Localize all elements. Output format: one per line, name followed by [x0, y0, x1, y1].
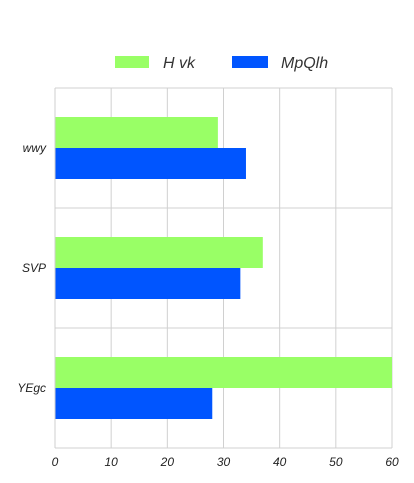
- legend-swatch-mpqlh: [232, 56, 268, 68]
- legend-label-mpqlh: MpQlh: [281, 55, 328, 72]
- legend-label-h-vk: H vk: [163, 55, 196, 72]
- category-label: SVP: [22, 261, 46, 275]
- legend-swatch-h-vk: [115, 56, 149, 68]
- x-tick-label: 10: [104, 455, 118, 469]
- x-tick-label: 40: [273, 455, 287, 469]
- legend: H vk MpQlh: [115, 55, 328, 72]
- plot-area: 0 10 20 30 40 50 60 wwy SVP YEgc: [17, 87, 399, 469]
- x-tick-label: 30: [217, 455, 231, 469]
- category-label: YEgc: [17, 381, 46, 395]
- bar-h-vk-svp: [55, 237, 263, 268]
- bar-mpqlh-svp: [55, 268, 241, 299]
- x-tick-label: 60: [385, 455, 399, 469]
- x-tick-label: 50: [329, 455, 343, 469]
- bar-mpqlh-yegc: [55, 388, 213, 419]
- bar-mpqlh-wwy: [55, 148, 246, 179]
- x-tick-label: 20: [160, 455, 175, 469]
- bar-h-vk-yegc: [55, 357, 392, 388]
- x-tick-label: 0: [52, 455, 59, 469]
- category-label: wwy: [23, 141, 47, 155]
- bar-h-vk-wwy: [55, 117, 218, 148]
